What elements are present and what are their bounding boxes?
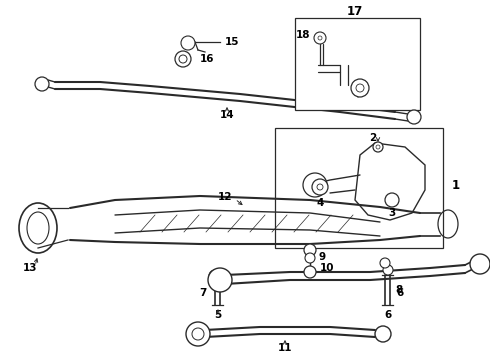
Circle shape xyxy=(373,142,383,152)
Text: 13: 13 xyxy=(23,263,37,273)
Circle shape xyxy=(407,110,421,124)
Circle shape xyxy=(312,179,328,195)
Text: 1: 1 xyxy=(452,179,460,192)
Text: 6: 6 xyxy=(384,310,392,320)
Circle shape xyxy=(304,244,316,256)
Circle shape xyxy=(186,322,210,346)
Circle shape xyxy=(314,32,326,44)
Text: 7: 7 xyxy=(199,288,207,298)
Circle shape xyxy=(305,253,315,263)
Circle shape xyxy=(317,184,323,190)
Text: 4: 4 xyxy=(317,198,324,208)
Circle shape xyxy=(305,267,315,277)
Circle shape xyxy=(318,36,322,40)
Text: 14: 14 xyxy=(220,110,234,120)
Text: 16: 16 xyxy=(200,54,215,64)
Text: 9: 9 xyxy=(318,252,325,262)
Text: 18: 18 xyxy=(295,30,310,40)
Text: 8: 8 xyxy=(395,285,402,295)
Circle shape xyxy=(35,77,49,91)
Circle shape xyxy=(376,145,380,149)
Circle shape xyxy=(179,55,187,63)
Circle shape xyxy=(181,36,195,50)
Circle shape xyxy=(470,254,490,274)
Text: 5: 5 xyxy=(215,310,221,320)
Circle shape xyxy=(304,266,316,278)
Text: 6: 6 xyxy=(396,288,404,298)
Bar xyxy=(275,128,443,248)
Circle shape xyxy=(385,193,399,207)
Circle shape xyxy=(351,79,369,97)
Circle shape xyxy=(380,258,390,268)
Text: 2: 2 xyxy=(369,133,377,143)
Circle shape xyxy=(383,265,393,275)
Text: 11: 11 xyxy=(278,343,292,353)
Text: 3: 3 xyxy=(389,208,395,218)
Circle shape xyxy=(375,326,391,342)
Text: 17: 17 xyxy=(347,5,363,18)
Circle shape xyxy=(175,51,191,67)
Bar xyxy=(295,18,420,110)
Circle shape xyxy=(209,270,221,282)
Text: 10: 10 xyxy=(320,263,335,273)
Circle shape xyxy=(208,268,232,292)
Text: 12: 12 xyxy=(218,192,232,202)
Circle shape xyxy=(303,173,327,197)
Circle shape xyxy=(192,328,204,340)
Circle shape xyxy=(356,84,364,92)
Text: 15: 15 xyxy=(225,37,240,47)
